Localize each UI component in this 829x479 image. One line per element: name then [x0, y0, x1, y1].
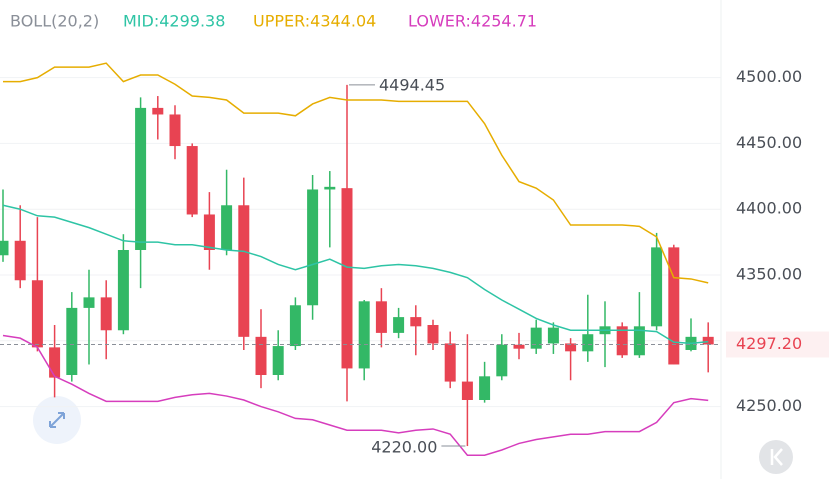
- candle-body: [324, 186, 336, 190]
- candle-body: [565, 343, 577, 352]
- y-tick-label: 4250.00: [736, 396, 802, 415]
- last-price-label: 4297.20: [736, 334, 802, 353]
- candle-body: [238, 205, 250, 337]
- candle-body: [152, 107, 164, 115]
- candle-body: [186, 146, 198, 215]
- legend-item: BOLL(20,2): [10, 12, 99, 31]
- candle-body: [203, 214, 215, 250]
- candle-body: [375, 301, 387, 333]
- candle-body: [169, 114, 181, 147]
- y-tick-label: 4500.00: [736, 67, 802, 86]
- candle-body: [255, 336, 267, 375]
- candle-body: [0, 240, 9, 256]
- candle-body: [513, 344, 525, 349]
- candle-body: [272, 346, 284, 375]
- legend-item: UPPER:4344.04: [253, 12, 376, 31]
- y-tick-label: 4400.00: [736, 199, 802, 218]
- candle-body: [66, 307, 78, 375]
- candle-body: [49, 347, 61, 378]
- candle-body: [289, 305, 301, 347]
- candle-body: [14, 240, 26, 281]
- annotation-label: 4494.45: [379, 75, 445, 94]
- candle-body: [135, 107, 147, 250]
- candle-body: [31, 280, 43, 348]
- candle-body: [530, 327, 542, 349]
- candle-body: [427, 325, 439, 344]
- candle-body: [702, 336, 714, 345]
- candle-body: [393, 317, 405, 333]
- candle-body: [479, 376, 491, 400]
- boll-line: [3, 62, 709, 284]
- y-tick-label: 4350.00: [736, 265, 802, 284]
- annotation-label: 4220.00: [371, 438, 437, 457]
- candle-body: [83, 297, 95, 308]
- candle-body: [221, 205, 233, 250]
- candle-body: [307, 189, 319, 306]
- boll-line: [2, 334, 709, 457]
- candle-body: [668, 247, 680, 365]
- last-price-box: [726, 331, 829, 358]
- candle-body: [117, 250, 129, 331]
- candle-body: [410, 317, 422, 327]
- y-tick-label: 4450.00: [736, 133, 802, 152]
- expand-icon: [49, 412, 65, 428]
- candle-body: [547, 327, 559, 344]
- legend-item: MID:4299.38: [123, 12, 225, 31]
- candle-body: [616, 326, 628, 356]
- k-icon: [770, 448, 783, 466]
- candle-body: [358, 301, 370, 369]
- candle-body: [341, 188, 353, 369]
- candle-body: [633, 326, 645, 356]
- candle-body: [461, 381, 473, 400]
- candle-body: [100, 297, 112, 331]
- candle-body: [444, 343, 456, 382]
- boll-line: [2, 204, 709, 345]
- candle-body: [582, 334, 594, 352]
- candle-body: [651, 247, 663, 327]
- candle-body: [496, 344, 508, 377]
- legend-item: LOWER:4254.71: [408, 12, 537, 31]
